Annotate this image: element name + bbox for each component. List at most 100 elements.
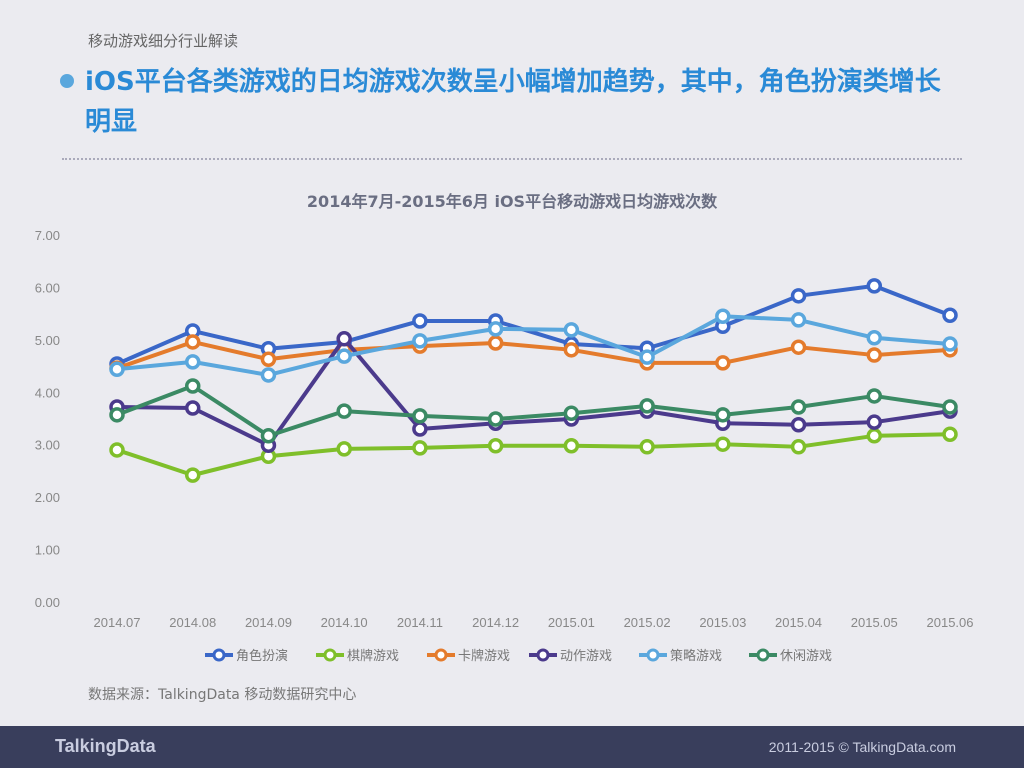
legend-marker-icon: [323, 648, 337, 662]
data-point: [715, 407, 731, 423]
legend-item: 策略游戏: [639, 648, 722, 664]
data-point: [487, 438, 504, 454]
page-title: iOS平台各类游戏的日均游戏次数呈小幅增加趋势，其中，角色扮演类增长明显: [85, 67, 941, 137]
data-point: [336, 331, 352, 347]
x-tick-label: 2015.02: [624, 615, 671, 630]
data-point: [866, 428, 883, 444]
series-line: [116, 383, 951, 438]
legend-item: 角色扮演: [205, 648, 288, 664]
data-point: [260, 351, 277, 368]
data-point: [412, 333, 428, 349]
series-line: [116, 336, 951, 448]
data-point: [942, 426, 958, 442]
series-line: [116, 432, 951, 478]
talkingdata-logo: TalkingData: [55, 736, 156, 756]
y-tick-label: 3.00: [35, 438, 60, 453]
data-point: [790, 417, 807, 433]
data-point: [412, 440, 428, 456]
legend-label: 棋牌游戏: [347, 648, 399, 664]
data-point: [790, 439, 807, 455]
series-0: [109, 278, 958, 372]
series-4: [109, 308, 958, 383]
data-point: [942, 399, 958, 415]
data-point: [866, 388, 883, 404]
copyright: 2011-2015 © TalkingData.com: [768, 739, 956, 755]
data-point: [563, 342, 580, 358]
data-point: [336, 403, 352, 419]
data-point: [412, 421, 428, 437]
legend-label: 角色扮演: [236, 648, 288, 664]
series-line: [116, 339, 951, 371]
legend-label: 策略游戏: [670, 648, 722, 664]
series-line: [116, 283, 951, 366]
data-point: [260, 367, 277, 383]
data-point: [487, 321, 504, 337]
data-point: [715, 355, 731, 371]
divider: [62, 158, 962, 160]
chart-title: 2014年7月-2015年6月 iOS平台移动游戏日均游戏次数: [307, 192, 718, 211]
x-tick-label: 2014.12: [472, 615, 519, 630]
x-tick-label: 2014.10: [321, 615, 368, 630]
legend-marker-icon: [434, 648, 448, 662]
x-tick-label: 2015.01: [548, 615, 595, 630]
x-tick-label: 2015.05: [851, 615, 898, 630]
y-tick-label: 6.00: [35, 280, 60, 295]
data-point: [412, 313, 428, 329]
x-tick-label: 2014.11: [397, 615, 443, 630]
data-point: [336, 441, 352, 457]
data-point: [184, 378, 201, 394]
data-point: [184, 334, 201, 350]
data-source: 数据来源：TalkingData 移动数据研究中心: [88, 687, 357, 703]
legend-label: 动作游戏: [560, 649, 612, 664]
data-point: [790, 288, 807, 304]
legend-item: 卡牌游戏: [427, 648, 510, 664]
x-tick-label: 2015.04: [775, 615, 822, 630]
series-line: [116, 314, 951, 377]
y-tick-label: 0.00: [35, 595, 60, 610]
legend-label: 卡牌游戏: [458, 648, 510, 664]
data-point: [109, 407, 125, 423]
legend-label: 休闲游戏: [780, 649, 832, 664]
data-point: [866, 347, 883, 363]
y-tick-label: 5.00: [35, 333, 60, 348]
legend-marker-icon: [212, 648, 226, 662]
footer: TalkingData 2011-2015 © TalkingData.com: [0, 726, 1024, 768]
data-point: [563, 438, 580, 454]
data-point: [866, 414, 883, 430]
data-point: [260, 428, 277, 444]
data-point: [942, 307, 958, 323]
x-tick-label: 2014.08: [169, 615, 216, 630]
y-tick-label: 2.00: [35, 490, 60, 505]
data-point: [715, 308, 731, 325]
data-point: [639, 398, 655, 414]
y-tick-label: 1.00: [35, 543, 60, 558]
data-point: [942, 336, 958, 352]
data-point: [412, 408, 428, 424]
section-label: 移动游戏细分行业解读: [88, 32, 239, 50]
data-point: [866, 330, 883, 346]
data-point: [563, 322, 580, 338]
legend-marker-icon: [646, 648, 660, 662]
data-point: [184, 467, 201, 483]
data-point: [790, 312, 807, 328]
series-1: [109, 426, 958, 483]
x-tick-label: 2015.06: [927, 615, 974, 630]
data-point: [487, 335, 504, 351]
x-tick-label: 2014.07: [94, 615, 141, 630]
data-point: [715, 436, 731, 452]
data-point: [790, 399, 807, 415]
data-point: [184, 400, 201, 416]
x-tick-label: 2014.09: [245, 615, 292, 630]
y-tick-label: 4.00: [35, 385, 60, 400]
x-tick-label: 2015.03: [699, 615, 746, 630]
data-point: [184, 354, 201, 370]
data-point: [487, 411, 504, 427]
legend-marker-icon: [536, 648, 550, 662]
legend-marker-icon: [756, 648, 770, 662]
data-point: [336, 348, 352, 364]
data-point: [790, 339, 807, 355]
data-point: [866, 278, 883, 294]
data-point: [109, 361, 125, 377]
data-point: [109, 442, 125, 458]
data-point: [639, 349, 655, 365]
